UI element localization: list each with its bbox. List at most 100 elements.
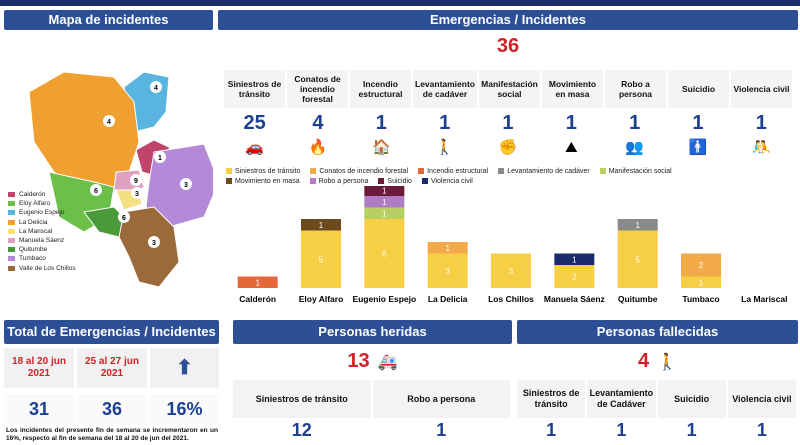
car-crash-icon: 🚗 (245, 139, 264, 156)
bar-segment (681, 276, 721, 288)
x-tick-label: Manuela Sáenz (544, 294, 605, 304)
map-title: Mapa de incidentes (4, 10, 213, 30)
map-legend-item: Manuela Sáenz (8, 236, 76, 245)
bar-segment (491, 253, 531, 288)
x-tick-label: Los Chillos (488, 294, 534, 304)
legend-swatch (378, 178, 385, 184)
map-legend-item: La Delicia (8, 218, 76, 227)
chart-legend-item: Levantamiento de cadáver (498, 168, 590, 175)
legend-label: Quitumbe (19, 246, 48, 254)
bar-data-label: 1 (382, 198, 387, 207)
legend-label: Valle de Los Chillos (19, 264, 76, 272)
deceased-person-icon: 🚶 (657, 354, 678, 371)
map-count-manuela-saenz: 9 (134, 178, 138, 185)
heridas-subvalue: 12 (291, 420, 312, 440)
category-count: 1 (502, 112, 514, 134)
top-banner-strip (0, 0, 800, 6)
bar-data-label: 5 (319, 255, 324, 264)
chart-legend-item: Conatos de incendio forestal (310, 168, 408, 175)
change-percent: 16% (150, 394, 219, 424)
period-prev: 18 al 20 jun 2021 (4, 348, 74, 388)
legend-swatch (309, 178, 316, 184)
fallecidas-subheader: Siniestros de tránsito (517, 380, 586, 418)
fallecidas-title: Personas fallecidas (517, 320, 798, 344)
x-tick-label: Quitumbe (618, 294, 658, 304)
bar-segment (617, 230, 658, 288)
legend-swatch (8, 256, 15, 262)
map-count-calderon: 1 (158, 155, 162, 162)
bar-segment (364, 219, 405, 288)
map-legend-item: Valle de Los Chillos (8, 264, 76, 273)
bar-data-label: 1 (445, 244, 450, 253)
category-header: Levantamiento de cadáver (413, 70, 477, 108)
chart-legend-item: Incendio estructural (418, 168, 488, 175)
legend-label: Incendio estructural (427, 167, 489, 175)
x-tick-label: La Mariscal (741, 294, 787, 304)
suicide-icon: 🚹 (688, 139, 708, 156)
category-count: 1 (439, 112, 451, 134)
bar-data-label: 1 (382, 186, 387, 195)
bar-data-label: 1 (255, 278, 260, 287)
category-header: Suicidio (668, 70, 729, 108)
chart-legend: Siniestros de tránsito Conatos de incendi… (226, 166, 796, 186)
legend-swatch (310, 168, 317, 174)
category-header: Conatos de incendio forestal (287, 70, 348, 108)
bar-segment (554, 253, 595, 265)
bar-segment (427, 242, 468, 254)
x-tick-label: Tumbaco (682, 294, 719, 304)
legend-label: Eugenio Espejo (19, 209, 65, 217)
legend-label: Conatos de incendio forestal (319, 167, 409, 175)
bar-data-label: 1 (572, 255, 577, 264)
bar-data-label: 2 (572, 273, 577, 282)
category-count: 1 (375, 112, 387, 134)
category-header: Incendio estructural (350, 70, 411, 108)
fallecidas-subheader: Violencia civil (727, 380, 796, 418)
category-count: 25 (243, 112, 266, 134)
map-legend-item: Eloy Alfaro (8, 199, 76, 208)
fallecidas-subvalue: 1 (756, 420, 767, 440)
house-fire-icon: 🏠 (371, 139, 391, 156)
category-header: Violencia civil (731, 70, 792, 108)
map-legend-item: Quitumbe (8, 245, 76, 254)
legend-swatch (8, 238, 15, 244)
category-count: 1 (565, 112, 577, 134)
chart-legend-item: Suicidio (378, 178, 412, 185)
fallecidas-total: 4 (637, 350, 650, 372)
map-count-tumbaco: 3 (184, 182, 188, 189)
chart-legend-item: Manifestación social (599, 167, 672, 175)
landslide-icon: ⛰ (565, 139, 578, 156)
legend-label: Suicidio (387, 177, 412, 185)
robbery-icon: 👥 (625, 139, 644, 156)
heridas-total: 13 (347, 350, 370, 372)
heridas-subvalue: 1 (436, 420, 447, 440)
legend-label: Manifestación social (608, 167, 672, 175)
chart-legend-item: Violencia civil (421, 178, 473, 185)
map-region-valle-de-los-chillos[interactable] (118, 206, 180, 288)
incident-map[interactable]: 4 4 1 6 9 3 3 6 3 (4, 32, 213, 292)
category-count: 1 (629, 112, 641, 134)
legend-swatch (599, 168, 606, 174)
protest-icon: ✊ (498, 139, 518, 156)
category-icon-row: 🚗 🔥 🏠 🚶 ✊ ⛰ 👥 🚹 🤼 (224, 136, 794, 162)
legend-swatch (498, 168, 505, 174)
map-count-quitumbe: 6 (122, 215, 126, 222)
legend-swatch (8, 219, 15, 225)
category-count: 1 (755, 112, 767, 134)
bar-segment (364, 186, 405, 196)
x-tick-label: La Delicia (428, 294, 468, 304)
body-removal-icon: 🚶 (435, 139, 454, 156)
chart-legend-item: Movimiento en masa (226, 178, 300, 185)
map-region-tumbaco[interactable] (145, 143, 213, 228)
emergencias-title: Emergencias / Incidentes (218, 10, 798, 30)
violence-icon: 🤼 (751, 139, 771, 156)
total-note: Los incidentes del presente fin de seman… (6, 427, 218, 442)
legend-swatch (226, 178, 232, 184)
map-panel: Mapa de incidentes 4 4 1 6 9 3 3 6 3 Cal… (4, 10, 213, 315)
map-count-valle-de-los-chillos: 3 (152, 240, 156, 247)
heridas-subheader: Siniestros de tránsito (233, 380, 371, 418)
arrow-up-icon: ⬆ (150, 348, 219, 388)
legend-swatch (418, 168, 425, 174)
legend-label: Tumbaco (19, 255, 46, 263)
value-curr: 36 (77, 394, 147, 424)
category-count: 1 (692, 112, 704, 134)
